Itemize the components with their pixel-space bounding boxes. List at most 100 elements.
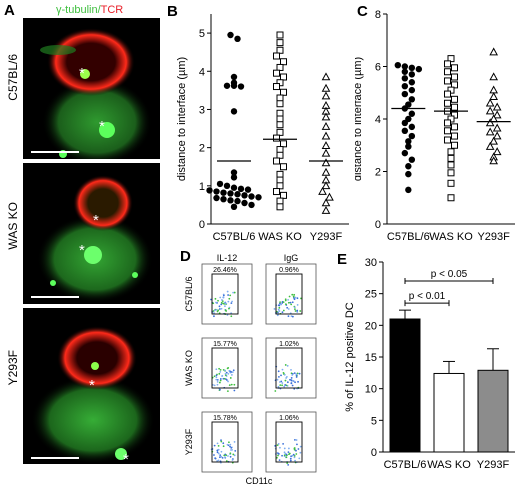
flow-event xyxy=(281,368,284,371)
data-point xyxy=(401,119,409,127)
flow-event xyxy=(276,444,279,447)
flow-event xyxy=(213,309,216,312)
data-point xyxy=(237,83,245,90)
flow-event xyxy=(292,295,295,298)
flow-event xyxy=(283,451,286,454)
flow-event xyxy=(219,368,222,371)
flow-event xyxy=(277,454,279,457)
flow-row-label: C57BL/6 xyxy=(184,276,194,311)
flow-event xyxy=(215,308,218,311)
flow-event xyxy=(283,447,286,450)
flow-event xyxy=(233,454,236,457)
flow-event xyxy=(282,309,285,312)
flow-event xyxy=(279,446,281,449)
data-point xyxy=(444,99,451,107)
flow-event xyxy=(293,306,296,309)
panel-a-row-label-2: WAS KO xyxy=(6,202,20,250)
data-point xyxy=(405,163,412,170)
flow-event xyxy=(222,368,225,371)
panel-d-letter: D xyxy=(180,248,191,265)
flow-event xyxy=(224,456,226,459)
data-point xyxy=(405,138,412,145)
flow-event xyxy=(287,308,290,310)
data-point xyxy=(227,31,234,39)
data-point xyxy=(405,143,412,150)
y-tick-label: 8 xyxy=(375,9,381,21)
data-point xyxy=(276,121,284,129)
data-point xyxy=(451,73,458,81)
flow-event xyxy=(213,454,215,456)
data-point xyxy=(276,109,284,117)
flow-column-label: IL-12 xyxy=(217,253,238,263)
title-separator: / xyxy=(97,4,101,16)
data-point xyxy=(206,187,213,194)
flow-event xyxy=(232,453,235,456)
flow-event xyxy=(296,311,299,313)
data-point xyxy=(273,52,280,60)
flow-column-label: IgG xyxy=(284,253,299,263)
data-point xyxy=(280,140,287,148)
flow-event xyxy=(287,447,290,450)
flow-event xyxy=(283,454,286,457)
data-point xyxy=(276,176,284,184)
data-point xyxy=(489,136,499,145)
y-axis-label: % of IL-12 positive DC xyxy=(344,302,356,411)
micrograph-was-ko: * * xyxy=(23,163,160,304)
flow-gate xyxy=(211,347,239,389)
flow-event xyxy=(214,297,217,300)
flow-event xyxy=(291,384,294,387)
panel-a-row-label-3: Y293F xyxy=(6,350,20,386)
flow-event xyxy=(234,449,237,452)
flow-event xyxy=(223,377,226,380)
data-point xyxy=(276,197,284,205)
flow-event xyxy=(287,451,290,454)
data-point xyxy=(444,77,451,85)
flow-event xyxy=(299,451,302,454)
flow-event xyxy=(218,372,221,375)
asterisk-mark: * xyxy=(93,212,99,229)
flow-event xyxy=(218,367,221,370)
flow-event xyxy=(219,454,222,457)
x-tick-label: C57BL/6 xyxy=(213,231,256,243)
flow-event xyxy=(227,455,229,457)
micrograph-c57bl6: * * xyxy=(23,18,160,159)
y-tick-label: 2 xyxy=(199,143,205,155)
flow-event xyxy=(229,452,232,455)
flow-event xyxy=(216,379,219,381)
data-point xyxy=(444,127,451,135)
flow-event xyxy=(224,305,226,308)
data-point xyxy=(444,136,451,144)
data-point xyxy=(485,141,495,150)
y-tick-label: 0 xyxy=(371,447,377,459)
flow-event xyxy=(292,380,295,383)
flow-event xyxy=(222,302,225,305)
flow-event xyxy=(216,383,219,386)
flow-event xyxy=(288,453,290,456)
data-point xyxy=(216,180,224,188)
data-point xyxy=(244,186,252,193)
flow-event xyxy=(230,449,232,451)
flow-event xyxy=(291,374,294,376)
data-point xyxy=(241,192,248,199)
flow-event xyxy=(212,302,215,305)
data-point xyxy=(394,61,402,69)
flow-event xyxy=(219,388,221,391)
data-point xyxy=(321,112,331,121)
flow-event xyxy=(287,315,290,318)
flow-event xyxy=(295,453,298,455)
data-point xyxy=(230,108,238,115)
flow-event xyxy=(293,438,296,441)
y-tick-label: 6 xyxy=(375,62,381,74)
flow-event xyxy=(298,372,301,375)
data-point xyxy=(451,103,458,111)
flow-percentage: 1.06% xyxy=(279,415,299,422)
significance-label: p < 0.01 xyxy=(409,291,446,302)
data-point xyxy=(273,83,280,91)
flow-event xyxy=(226,314,229,316)
flow-event xyxy=(278,304,281,307)
data-point xyxy=(321,205,331,214)
flow-event xyxy=(220,455,223,458)
data-point xyxy=(276,94,284,102)
flow-event xyxy=(221,456,224,459)
chart-b: B 0 1 2 3 4 5 distance to interface (µm) C57BL/6… xyxy=(167,3,349,243)
